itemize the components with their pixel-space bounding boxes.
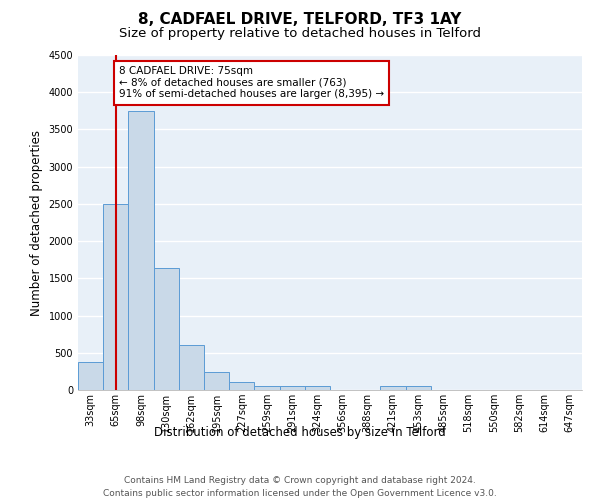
Text: Contains HM Land Registry data © Crown copyright and database right 2024.
Contai: Contains HM Land Registry data © Crown c… [103, 476, 497, 498]
Bar [254, 386, 280, 390]
Bar [229, 382, 254, 390]
Text: Distribution of detached houses by size in Telford: Distribution of detached houses by size … [154, 426, 446, 439]
Bar [128, 111, 154, 390]
Bar [204, 372, 229, 390]
Bar [78, 362, 103, 390]
Bar [154, 268, 179, 390]
Bar [103, 204, 128, 390]
Bar [380, 386, 406, 390]
Bar [280, 386, 305, 390]
Bar [406, 386, 431, 390]
Text: 8, CADFAEL DRIVE, TELFORD, TF3 1AY: 8, CADFAEL DRIVE, TELFORD, TF3 1AY [139, 12, 461, 28]
Text: 8 CADFAEL DRIVE: 75sqm
← 8% of detached houses are smaller (763)
91% of semi-det: 8 CADFAEL DRIVE: 75sqm ← 8% of detached … [119, 66, 384, 100]
Y-axis label: Number of detached properties: Number of detached properties [30, 130, 43, 316]
Bar [305, 386, 330, 390]
Bar [179, 346, 204, 390]
Text: Size of property relative to detached houses in Telford: Size of property relative to detached ho… [119, 28, 481, 40]
